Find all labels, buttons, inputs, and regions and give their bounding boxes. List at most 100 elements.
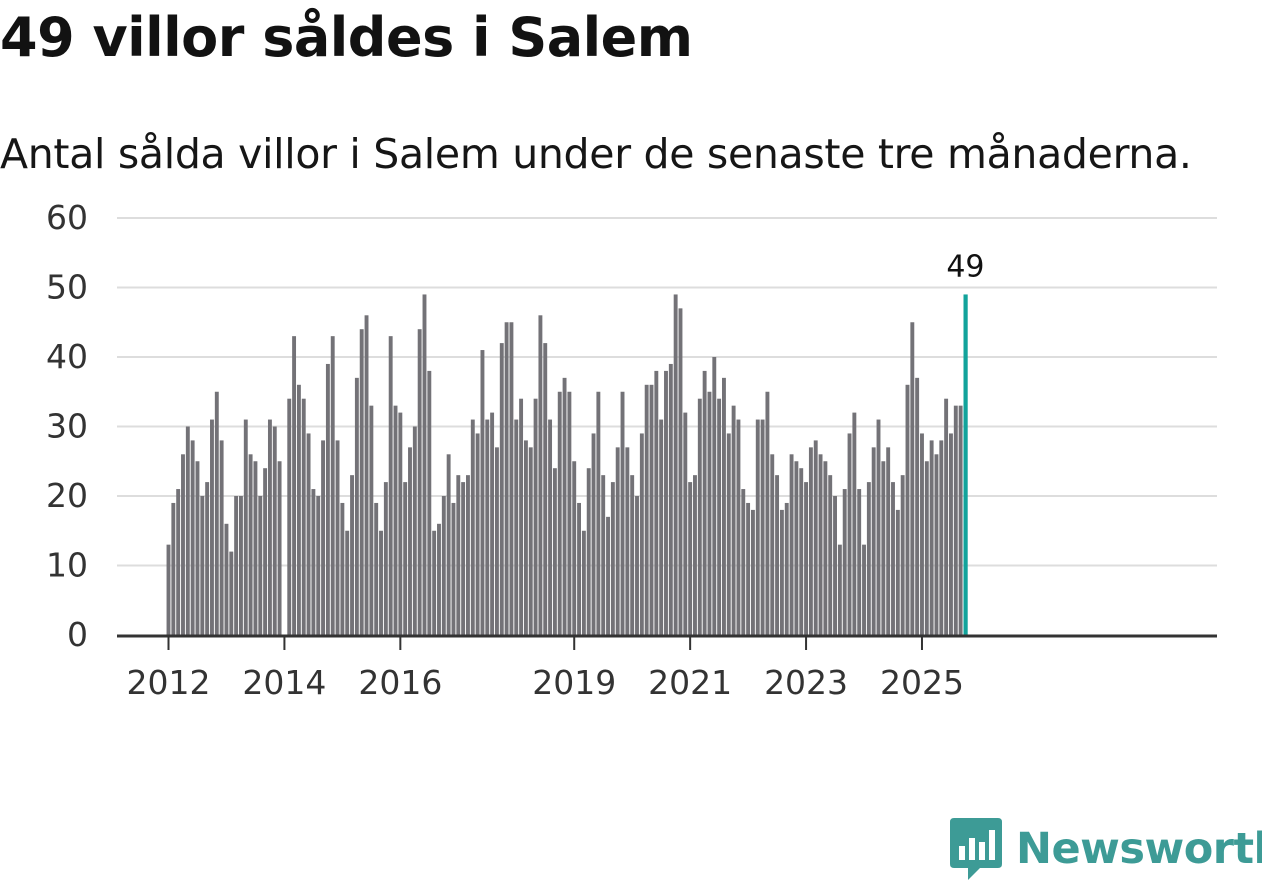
bar: [224, 523, 229, 635]
bar: [779, 509, 784, 635]
bar: [519, 398, 524, 635]
bar: [668, 363, 673, 635]
bar: [441, 496, 446, 635]
bar: [915, 377, 920, 635]
bar: [837, 544, 842, 635]
x-tick-label: 2014: [242, 663, 326, 702]
bar: [929, 440, 934, 635]
bar: [210, 419, 214, 635]
bar: [248, 454, 253, 635]
bar: [190, 440, 195, 635]
bar: [606, 516, 610, 635]
bar: [673, 294, 678, 635]
bar: [953, 405, 958, 635]
bar: [379, 530, 383, 635]
bar: [635, 496, 639, 635]
bar: [881, 461, 886, 635]
bar: [181, 454, 185, 635]
bar: [760, 419, 765, 635]
bar: [239, 496, 243, 635]
bar: [765, 391, 770, 635]
x-tick-label: 2025: [880, 663, 964, 702]
bar: [359, 329, 364, 635]
bar: [200, 496, 205, 635]
bar: [345, 530, 350, 635]
bar: [243, 419, 248, 635]
bar: [818, 454, 823, 635]
newsworthy-logo-icon: [950, 818, 1002, 880]
bar: [490, 412, 495, 635]
bar: [306, 433, 311, 635]
bar: [702, 370, 707, 635]
bar: [722, 377, 726, 635]
bar: [316, 496, 321, 635]
x-tick-label: 2012: [127, 663, 211, 702]
bar: [403, 482, 408, 635]
bar: [171, 502, 176, 635]
bar: [601, 475, 606, 635]
y-tick-label: 30: [46, 407, 88, 446]
bar: [514, 419, 519, 635]
bar: [659, 419, 664, 635]
bar: [393, 405, 398, 635]
bar: [862, 544, 866, 635]
bar: [693, 475, 697, 635]
bar: [697, 398, 702, 635]
bar: [485, 419, 490, 635]
bar: [330, 336, 335, 635]
bar: [895, 509, 900, 635]
bar: [639, 433, 644, 635]
bar: [876, 419, 881, 635]
bar: [258, 496, 263, 635]
bar: [523, 440, 528, 635]
bar: [480, 350, 485, 635]
x-tick-label: 2021: [648, 663, 732, 702]
bar: [437, 523, 441, 635]
bar: [746, 502, 751, 635]
bar: [610, 482, 615, 635]
bar: [494, 447, 499, 635]
bar: [726, 433, 731, 635]
bar: [644, 384, 649, 635]
bar: [427, 370, 432, 635]
bar: [509, 322, 514, 635]
bar: [388, 336, 393, 635]
bar: [654, 370, 659, 635]
bar: [683, 412, 688, 635]
bar: [456, 475, 461, 635]
bar: [166, 544, 171, 635]
bar: [383, 482, 388, 635]
bar: [678, 308, 683, 635]
bar: [649, 384, 654, 635]
bar: [664, 370, 668, 635]
newsworthy-logo-text: Newsworthy: [1016, 824, 1262, 874]
bar: [176, 489, 181, 635]
y-tick-label: 50: [46, 268, 88, 307]
bar: [741, 489, 746, 635]
bar: [620, 391, 625, 635]
bar: [736, 419, 741, 635]
bar: [504, 322, 509, 635]
bar: [205, 482, 210, 635]
bar: [272, 426, 277, 635]
bar: [958, 405, 963, 635]
bar: [707, 391, 712, 635]
bar: [369, 405, 374, 635]
bar: [432, 530, 437, 635]
bar: [625, 447, 630, 635]
bar: [939, 440, 944, 635]
y-tick-label: 0: [67, 615, 88, 654]
y-tick-label: 40: [46, 337, 88, 376]
bar: [577, 502, 581, 635]
bar: [446, 454, 451, 635]
newsworthy-logo[interactable]: Newsworthy: [950, 818, 1262, 880]
y-tick-label: 20: [46, 476, 88, 515]
bar: [538, 315, 543, 635]
bar-highlight: [963, 294, 968, 635]
bar: [311, 489, 316, 635]
bar: [354, 377, 359, 635]
bar: [615, 447, 620, 635]
bar: [847, 433, 852, 635]
bar: [340, 502, 345, 635]
bar: [267, 419, 272, 635]
